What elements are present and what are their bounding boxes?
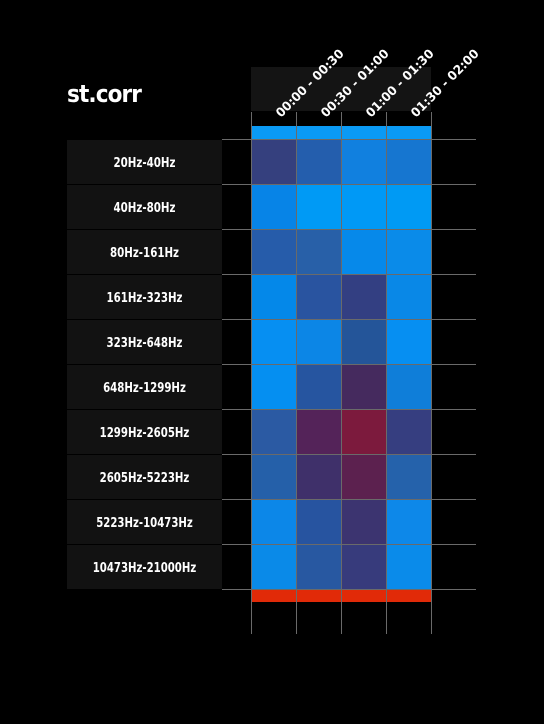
heatmap-cell xyxy=(251,139,296,184)
heatmap-cell xyxy=(386,409,431,454)
heatmap-cell xyxy=(251,184,296,229)
heatmap-cell xyxy=(296,409,341,454)
heatmap-cell xyxy=(251,544,296,589)
row-label: 80Hz-161Hz xyxy=(110,246,179,261)
row-label: 10473Hz-21000Hz xyxy=(93,561,197,576)
heatmap-cell xyxy=(341,499,386,544)
heatmap-cell xyxy=(251,454,296,499)
row-label-box xyxy=(67,455,222,499)
heatmap-cell xyxy=(341,229,386,274)
row-label-box xyxy=(67,140,222,184)
row-label-box xyxy=(67,365,222,409)
row-label: 5223Hz-10473Hz xyxy=(96,516,193,531)
heatmap-cell xyxy=(296,499,341,544)
heatmap-cell xyxy=(251,319,296,364)
row-label: 40Hz-80Hz xyxy=(113,201,175,216)
heatmap-cell xyxy=(386,139,431,184)
row-label-box xyxy=(67,410,222,454)
heatmap-cell xyxy=(296,364,341,409)
heatmap-cell xyxy=(341,454,386,499)
heatmap-cell xyxy=(251,229,296,274)
row-label: 1299Hz-2605Hz xyxy=(100,426,190,441)
heatmap-cell xyxy=(251,499,296,544)
row-label-box xyxy=(67,230,222,274)
heatmap-cell xyxy=(341,364,386,409)
heatmap-cell xyxy=(341,409,386,454)
row-label: 648Hz-1299Hz xyxy=(103,381,186,396)
row-label: 20Hz-40Hz xyxy=(113,156,175,171)
row-label: 323Hz-648Hz xyxy=(107,336,183,351)
heatmap-cell xyxy=(386,274,431,319)
row-label-box xyxy=(67,545,222,589)
heatmap-cell xyxy=(341,184,386,229)
heatmap-cell xyxy=(386,454,431,499)
column-header-box xyxy=(251,67,431,111)
heatmap-cell xyxy=(296,229,341,274)
heatmap-cell xyxy=(341,139,386,184)
row-label-box xyxy=(67,275,222,319)
heatmap-cell xyxy=(341,544,386,589)
heatmap-cell xyxy=(341,274,386,319)
row-label-box xyxy=(67,185,222,229)
heatmap-cell xyxy=(251,274,296,319)
row-label-box xyxy=(67,320,222,364)
heatmap-cell xyxy=(296,184,341,229)
row-label: 2605Hz-5223Hz xyxy=(100,471,190,486)
heatmap-cell xyxy=(386,229,431,274)
heatmap-cell xyxy=(296,319,341,364)
heatmap-cell xyxy=(386,499,431,544)
chart-title: st.corr xyxy=(67,80,142,108)
row-label-box xyxy=(67,500,222,544)
heatmap-cell xyxy=(386,364,431,409)
heatmap-cell xyxy=(296,139,341,184)
heatmap-cell xyxy=(341,319,386,364)
heatmap-cell xyxy=(251,364,296,409)
heatmap-cell xyxy=(386,184,431,229)
heatmap-cell xyxy=(296,454,341,499)
row-label: 161Hz-323Hz xyxy=(107,291,183,306)
heatmap-cell xyxy=(386,544,431,589)
heatmap-cell xyxy=(251,409,296,454)
heatmap-cell xyxy=(386,319,431,364)
heatmap-cell xyxy=(296,544,341,589)
heatmap-cell xyxy=(296,274,341,319)
